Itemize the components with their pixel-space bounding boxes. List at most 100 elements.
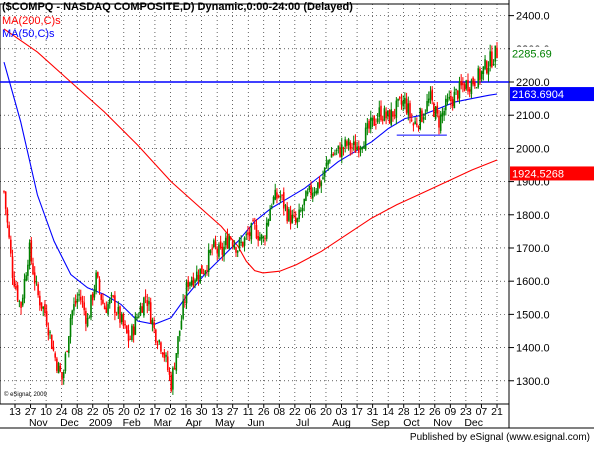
x-tick-label: 22 — [289, 406, 301, 418]
candlestick — [262, 235, 265, 243]
candle-body — [61, 372, 63, 380]
x-tick-label: 14 — [382, 406, 394, 418]
candle-body — [28, 242, 31, 266]
candle-body — [426, 101, 428, 112]
candlestick — [477, 65, 480, 89]
candle-body — [373, 115, 375, 126]
candle-body — [187, 280, 190, 287]
candle-body — [475, 87, 478, 89]
candlestick — [340, 137, 343, 164]
candlestick — [438, 109, 440, 135]
candlestick — [305, 190, 307, 202]
candle-body — [487, 68, 490, 75]
candlestick — [32, 257, 34, 276]
candlestick — [426, 93, 428, 114]
candle-body — [259, 236, 261, 241]
candle-body — [192, 277, 195, 286]
candlestick — [47, 322, 50, 341]
candlestick — [421, 108, 423, 123]
candlestick — [300, 207, 302, 213]
candlestick — [136, 313, 138, 321]
candle-body — [83, 302, 85, 311]
candle-body — [388, 110, 391, 124]
candle-body — [446, 99, 449, 102]
candle-body — [155, 329, 157, 343]
candlestick — [124, 320, 126, 329]
candle-body — [265, 222, 268, 239]
candlestick — [57, 361, 60, 374]
candlestick — [337, 145, 340, 154]
candle-body — [15, 286, 17, 289]
x-tick-label: 13 — [211, 406, 223, 418]
candle-body — [347, 138, 350, 146]
candlestick — [37, 281, 39, 298]
candlestick — [139, 302, 142, 317]
candle-body — [460, 80, 462, 86]
candlestick — [405, 92, 408, 115]
candle-body — [129, 338, 132, 340]
candle-body — [496, 47, 498, 58]
x-tick-label: 13 — [9, 406, 21, 418]
candlestick — [165, 352, 167, 363]
candlestick — [107, 301, 109, 317]
y-tick-label: 2200.0 — [516, 77, 550, 89]
candlestick — [223, 240, 225, 262]
x-tick-label: 07 — [476, 406, 488, 418]
candlestick — [311, 187, 314, 203]
candle-body — [4, 191, 7, 209]
candlestick — [184, 294, 186, 308]
candlestick — [484, 55, 486, 71]
candlestick — [441, 107, 444, 124]
candle-body — [393, 114, 396, 116]
candlestick — [207, 243, 210, 277]
x-tick-label: 22 — [87, 406, 99, 418]
candlestick — [61, 372, 63, 386]
candlestick — [417, 125, 420, 132]
candlestick — [71, 309, 74, 326]
candlestick — [197, 269, 200, 286]
candle-body — [86, 317, 89, 327]
candlestick — [30, 237, 33, 265]
candle-body — [375, 123, 377, 125]
candle-body — [160, 342, 162, 352]
candle-body — [124, 324, 126, 326]
candlestick — [267, 218, 270, 227]
candle-body — [194, 280, 196, 283]
candlestick — [163, 348, 166, 362]
x-tick-label: 27 — [227, 406, 239, 418]
candle-body — [395, 100, 398, 118]
candlestick — [10, 235, 12, 258]
candle-body — [10, 239, 12, 254]
candlestick — [274, 183, 277, 201]
candle-body — [252, 220, 254, 222]
candlestick — [166, 350, 169, 372]
x-month-label: Nov — [29, 417, 48, 429]
candle-body — [131, 325, 133, 341]
candle-body — [281, 194, 283, 196]
candlestick — [52, 340, 55, 352]
candle-body — [271, 206, 273, 208]
candlestick — [247, 225, 249, 240]
candle-body — [305, 191, 307, 201]
candle-body — [308, 186, 311, 190]
candlestick — [122, 312, 125, 329]
candlestick — [132, 324, 135, 343]
candle-body — [453, 91, 456, 109]
candle-body — [108, 299, 111, 305]
candle-body — [318, 179, 321, 188]
x-month-label: Apr — [186, 417, 203, 429]
candle-body — [78, 293, 80, 296]
candlestick — [272, 195, 275, 205]
y-tick-label: 2000.0 — [516, 143, 550, 155]
candlestick — [20, 301, 22, 315]
candlestick — [344, 136, 346, 153]
candle-body — [235, 247, 237, 253]
candlestick — [433, 101, 435, 118]
candle-body — [107, 304, 109, 315]
candle-body — [115, 314, 118, 316]
candle-body — [335, 149, 338, 151]
candlestick — [158, 339, 161, 345]
candle-body — [161, 352, 164, 355]
candlestick — [117, 301, 120, 320]
